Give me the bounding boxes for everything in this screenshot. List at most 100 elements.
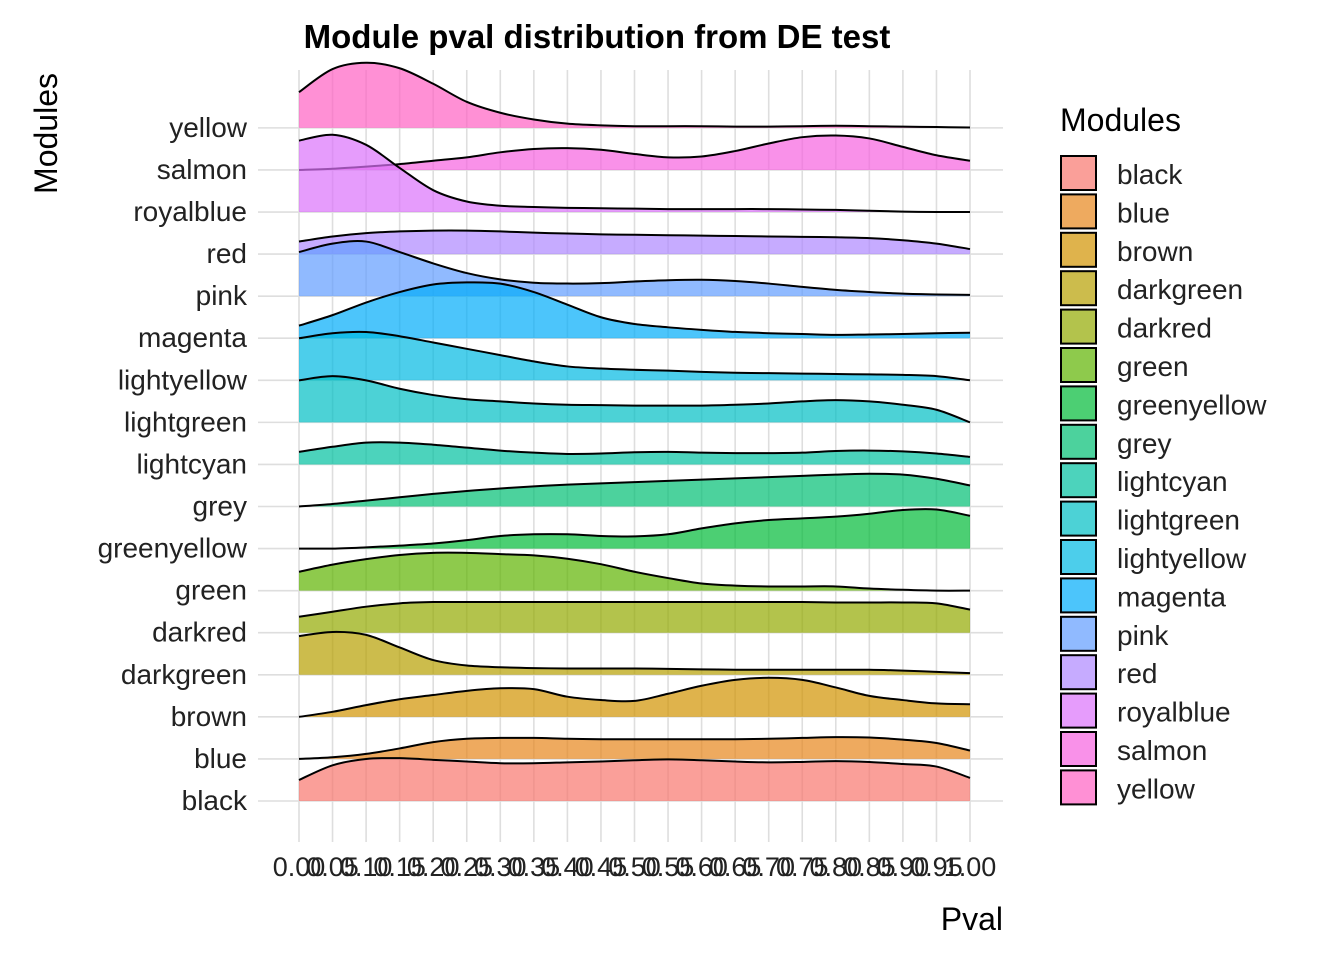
ridge-line-lightyellow: [298, 330, 971, 382]
ridge-area-lightyellow: [299, 331, 970, 381]
legend-item-lightyellow: lightyellow: [1060, 539, 1247, 575]
y-tick-label: royalblue: [133, 196, 247, 227]
legend-label: magenta: [1117, 581, 1226, 612]
legend-item-red: red: [1060, 654, 1157, 691]
legend-items: black blue brown darkgreen darkred green green…: [1060, 155, 1267, 806]
ridge-grey: [298, 472, 971, 508]
x-tick-label: 0.70: [742, 852, 795, 882]
ridge-line-brown: [298, 676, 971, 718]
ridge-line-green: [298, 551, 971, 592]
ridge-line-grey: [298, 472, 971, 508]
ridge-line-royalblue: [298, 133, 971, 214]
legend-item-salmon: salmon: [1060, 731, 1207, 767]
y-tick-label: darkred: [152, 617, 247, 648]
legend-title: Modules: [1060, 102, 1181, 138]
legend-item-green: green: [1060, 347, 1189, 383]
legend-item-greenyellow: greenyellow: [1060, 385, 1267, 422]
legend-item-black: black: [1060, 155, 1183, 191]
ridge-lightcyan: [298, 441, 971, 465]
legend-item-grey: grey: [1060, 423, 1171, 460]
legend-swatch: [1060, 231, 1097, 268]
legend-label: darkgreen: [1117, 274, 1243, 305]
x-tick-label: 0.65: [709, 852, 762, 882]
ridge-salmon: [298, 134, 971, 171]
x-tick-label: 0.40: [541, 852, 594, 882]
x-tick-label: 0.05: [306, 852, 359, 882]
ridge-line-lightgreen: [298, 375, 971, 424]
legend-label: black: [1117, 159, 1183, 190]
y-tick-label: green: [175, 575, 247, 606]
legend-swatch: [1060, 654, 1097, 691]
legend-swatch: [1060, 423, 1097, 460]
legend-label: pink: [1117, 620, 1169, 651]
legend-swatch: [1060, 731, 1097, 767]
x-tick-label: 0.35: [508, 852, 561, 882]
x-tick-label: 0.75: [776, 852, 829, 882]
x-tick-label: 1.00: [944, 852, 997, 882]
legend-label: salmon: [1117, 735, 1207, 766]
legend-swatch: [1060, 270, 1097, 307]
x-tick-label: 0.20: [407, 852, 460, 882]
legend-swatch: [1060, 308, 1097, 345]
ridge-area-lightgreen: [299, 376, 970, 423]
ridge-greenyellow: [298, 508, 971, 550]
x-tick-label: 0.95: [910, 852, 963, 882]
legend-label: darkred: [1117, 313, 1212, 344]
y-tick-label: greenyellow: [98, 533, 248, 564]
legend-item-brown: brown: [1060, 231, 1193, 268]
ridge-layer: [298, 61, 971, 801]
y-tick-label: magenta: [138, 322, 247, 353]
ridge-area-black: [299, 758, 970, 801]
x-tick-label: 0.30: [474, 852, 527, 882]
legend-label: grey: [1117, 428, 1171, 459]
chart-title: Module pval distribution from DE test: [304, 18, 891, 55]
ridge-darkgreen: [298, 630, 971, 675]
y-axis-title: Modules: [28, 73, 64, 194]
legend-swatch: [1060, 462, 1097, 499]
legend-item-royalblue: royalblue: [1060, 692, 1231, 729]
ridge-line-darkgreen: [298, 630, 971, 675]
y-tick-label: salmon: [157, 154, 247, 185]
ridge-magenta: [298, 281, 971, 339]
legend-item-lightgreen: lightgreen: [1060, 500, 1240, 537]
ridge-area-grey: [299, 473, 970, 507]
ridge-yellow: [298, 61, 971, 129]
ridge-lightyellow: [298, 330, 971, 382]
ridge-area-yellow: [299, 62, 970, 128]
y-tick-label: darkgreen: [121, 659, 247, 690]
ridge-red: [298, 229, 971, 255]
ridge-line-pink: [298, 240, 971, 296]
legend-swatch: [1060, 155, 1097, 191]
ridge-line-yellow: [298, 61, 971, 129]
legend-swatch: [1060, 539, 1097, 575]
ridge-area-blue: [299, 737, 970, 759]
legend-item-blue: blue: [1060, 193, 1170, 230]
ridge-line-black: [298, 757, 971, 781]
ridge-blue: [298, 736, 971, 760]
legend-label: yellow: [1117, 773, 1196, 804]
y-tick-labels: black blue brown darkgreen darkred green green…: [98, 112, 248, 816]
legend-label: red: [1117, 658, 1157, 689]
x-tick-label: 0.25: [440, 852, 493, 882]
x-tick-label: 0.80: [810, 852, 863, 882]
ridge-area-green: [299, 552, 970, 591]
legend-item-lightcyan: lightcyan: [1060, 462, 1228, 499]
x-tick-label: 0.50: [608, 852, 661, 882]
legend-label: green: [1117, 351, 1189, 382]
ridge-area-magenta: [299, 282, 970, 339]
ridge-green: [298, 551, 971, 592]
y-tick-label: lightgreen: [124, 406, 247, 437]
legend-swatch: [1060, 193, 1097, 230]
legend-label: lightgreen: [1117, 505, 1240, 536]
x-axis-title: Pval: [941, 901, 1003, 937]
y-tick-label: red: [207, 238, 247, 269]
legend-label: lightcyan: [1117, 466, 1228, 497]
ridge-area-red: [299, 230, 970, 255]
x-tick-label: 0.45: [575, 852, 628, 882]
legend-swatch: [1060, 385, 1097, 422]
y-tick-label: pink: [196, 280, 248, 311]
ridge-line-greenyellow: [298, 508, 971, 550]
legend-label: lightyellow: [1117, 543, 1247, 574]
legend-item-darkred: darkred: [1060, 308, 1212, 345]
y-tick-label: grey: [193, 491, 247, 522]
